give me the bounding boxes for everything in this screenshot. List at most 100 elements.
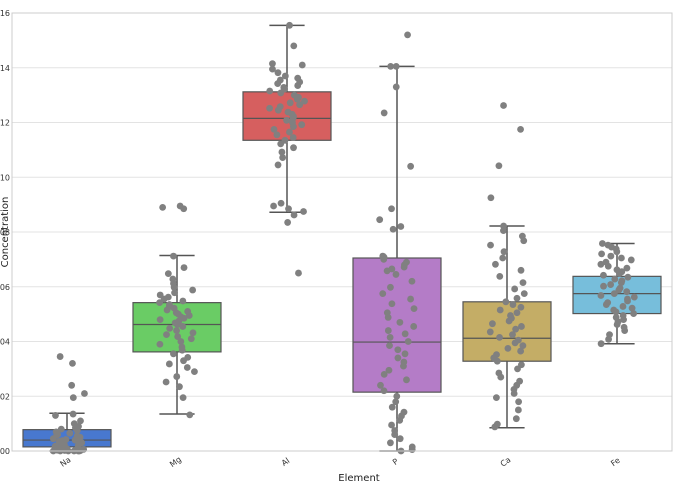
data-point-al bbox=[281, 72, 289, 80]
data-point-p bbox=[386, 342, 393, 350]
data-point-p bbox=[396, 416, 404, 424]
data-point-p bbox=[394, 346, 402, 354]
y-tick-label: 0.12 bbox=[0, 119, 10, 128]
data-point-al bbox=[286, 99, 294, 107]
data-point-ca bbox=[486, 328, 494, 336]
data-point-mg bbox=[185, 312, 193, 319]
data-point-al bbox=[277, 199, 285, 207]
data-point-ca bbox=[517, 303, 525, 311]
data-point-al bbox=[279, 154, 287, 161]
data-point-fe bbox=[617, 279, 625, 287]
data-point-fe bbox=[624, 297, 631, 305]
data-point-mg bbox=[164, 270, 172, 278]
data-point-mg bbox=[179, 297, 187, 305]
data-point-mg bbox=[177, 338, 185, 345]
data-point-ca bbox=[496, 333, 503, 341]
data-point-mg bbox=[165, 360, 173, 368]
data-point-ca bbox=[520, 290, 528, 297]
data-point-al bbox=[286, 21, 293, 29]
data-point-mg bbox=[156, 340, 164, 348]
data-point-al bbox=[294, 82, 302, 89]
data-point-na bbox=[69, 410, 77, 418]
data-point-mg bbox=[163, 306, 171, 314]
data-point-fe bbox=[627, 256, 635, 264]
data-point-fe bbox=[598, 250, 606, 258]
data-point-ca bbox=[512, 325, 520, 333]
data-point-p bbox=[408, 277, 416, 285]
data-point-fe bbox=[600, 282, 607, 290]
data-point-p bbox=[387, 283, 394, 291]
data-point-fe bbox=[623, 264, 631, 272]
data-point-fe bbox=[611, 275, 619, 283]
data-point-ca bbox=[517, 347, 525, 355]
data-point-na bbox=[77, 417, 84, 425]
x-tick-label-ca: Ca bbox=[499, 455, 513, 468]
data-point-fe bbox=[630, 310, 637, 317]
data-point-al bbox=[273, 131, 281, 139]
data-point-mg bbox=[171, 289, 178, 297]
data-point-ca bbox=[500, 102, 507, 109]
x-tick-label-al: Al bbox=[280, 456, 291, 468]
data-point-al bbox=[295, 269, 302, 277]
data-point-p bbox=[380, 387, 388, 395]
data-points bbox=[49, 21, 638, 455]
x-tick-label-p: P bbox=[391, 457, 400, 467]
data-point-al bbox=[266, 104, 274, 112]
data-point-mg bbox=[176, 383, 183, 391]
data-point-ca bbox=[496, 272, 504, 280]
data-point-fe bbox=[612, 308, 620, 316]
data-point-al bbox=[296, 101, 304, 109]
data-point-p bbox=[394, 354, 402, 362]
data-point-ca bbox=[487, 194, 495, 202]
data-point-ca bbox=[499, 254, 507, 262]
data-point-mg bbox=[179, 323, 187, 330]
data-point-p bbox=[388, 205, 395, 213]
y-tick-label: 0.08 bbox=[0, 228, 10, 237]
data-point-mg bbox=[162, 378, 170, 386]
data-point-ca bbox=[513, 309, 521, 317]
data-point-mg bbox=[189, 286, 197, 294]
data-point-fe bbox=[604, 262, 612, 270]
data-point-al bbox=[290, 144, 297, 152]
data-point-p bbox=[410, 323, 418, 330]
data-point-al bbox=[298, 61, 306, 69]
data-point-ca bbox=[510, 390, 518, 397]
data-point-p bbox=[404, 338, 412, 345]
data-point-ca bbox=[517, 125, 524, 133]
data-point-al bbox=[270, 202, 277, 210]
data-point-ca bbox=[509, 331, 516, 339]
data-point-fe bbox=[602, 301, 610, 308]
data-point-al bbox=[301, 97, 308, 105]
data-point-p bbox=[385, 366, 393, 374]
x-tick-label-mg: Mg bbox=[168, 455, 183, 469]
plot-frame bbox=[11, 12, 673, 452]
data-point-na bbox=[81, 390, 88, 397]
data-point-ca bbox=[518, 323, 525, 330]
data-point-mg bbox=[170, 350, 177, 358]
data-point-fe bbox=[610, 290, 618, 297]
data-point-ca bbox=[517, 266, 525, 274]
data-point-p bbox=[384, 327, 392, 334]
data-point-ca bbox=[509, 301, 517, 308]
data-point-p bbox=[386, 333, 394, 341]
data-point-ca bbox=[519, 342, 527, 350]
data-point-mg bbox=[178, 346, 186, 354]
data-point-p bbox=[401, 330, 409, 338]
x-axis-ticks: Na Mg Al P Ca Fe bbox=[59, 455, 622, 469]
data-point-mg bbox=[183, 364, 191, 371]
x-tick-label-fe: Fe bbox=[609, 456, 622, 469]
data-point-al bbox=[300, 208, 307, 215]
data-point-p bbox=[387, 62, 395, 70]
data-point-fe bbox=[613, 248, 621, 256]
y-tick-label: 0.16 bbox=[0, 9, 10, 18]
data-point-fe bbox=[607, 252, 615, 260]
data-point-mg bbox=[180, 357, 187, 365]
data-point-ca bbox=[489, 320, 496, 328]
data-point-al bbox=[277, 89, 285, 97]
data-point-mg bbox=[156, 316, 164, 323]
data-point-ca bbox=[492, 260, 499, 268]
iqr-box bbox=[462, 301, 552, 362]
y-tick-label: 0.10 bbox=[0, 173, 10, 182]
data-point-fe bbox=[615, 286, 623, 294]
